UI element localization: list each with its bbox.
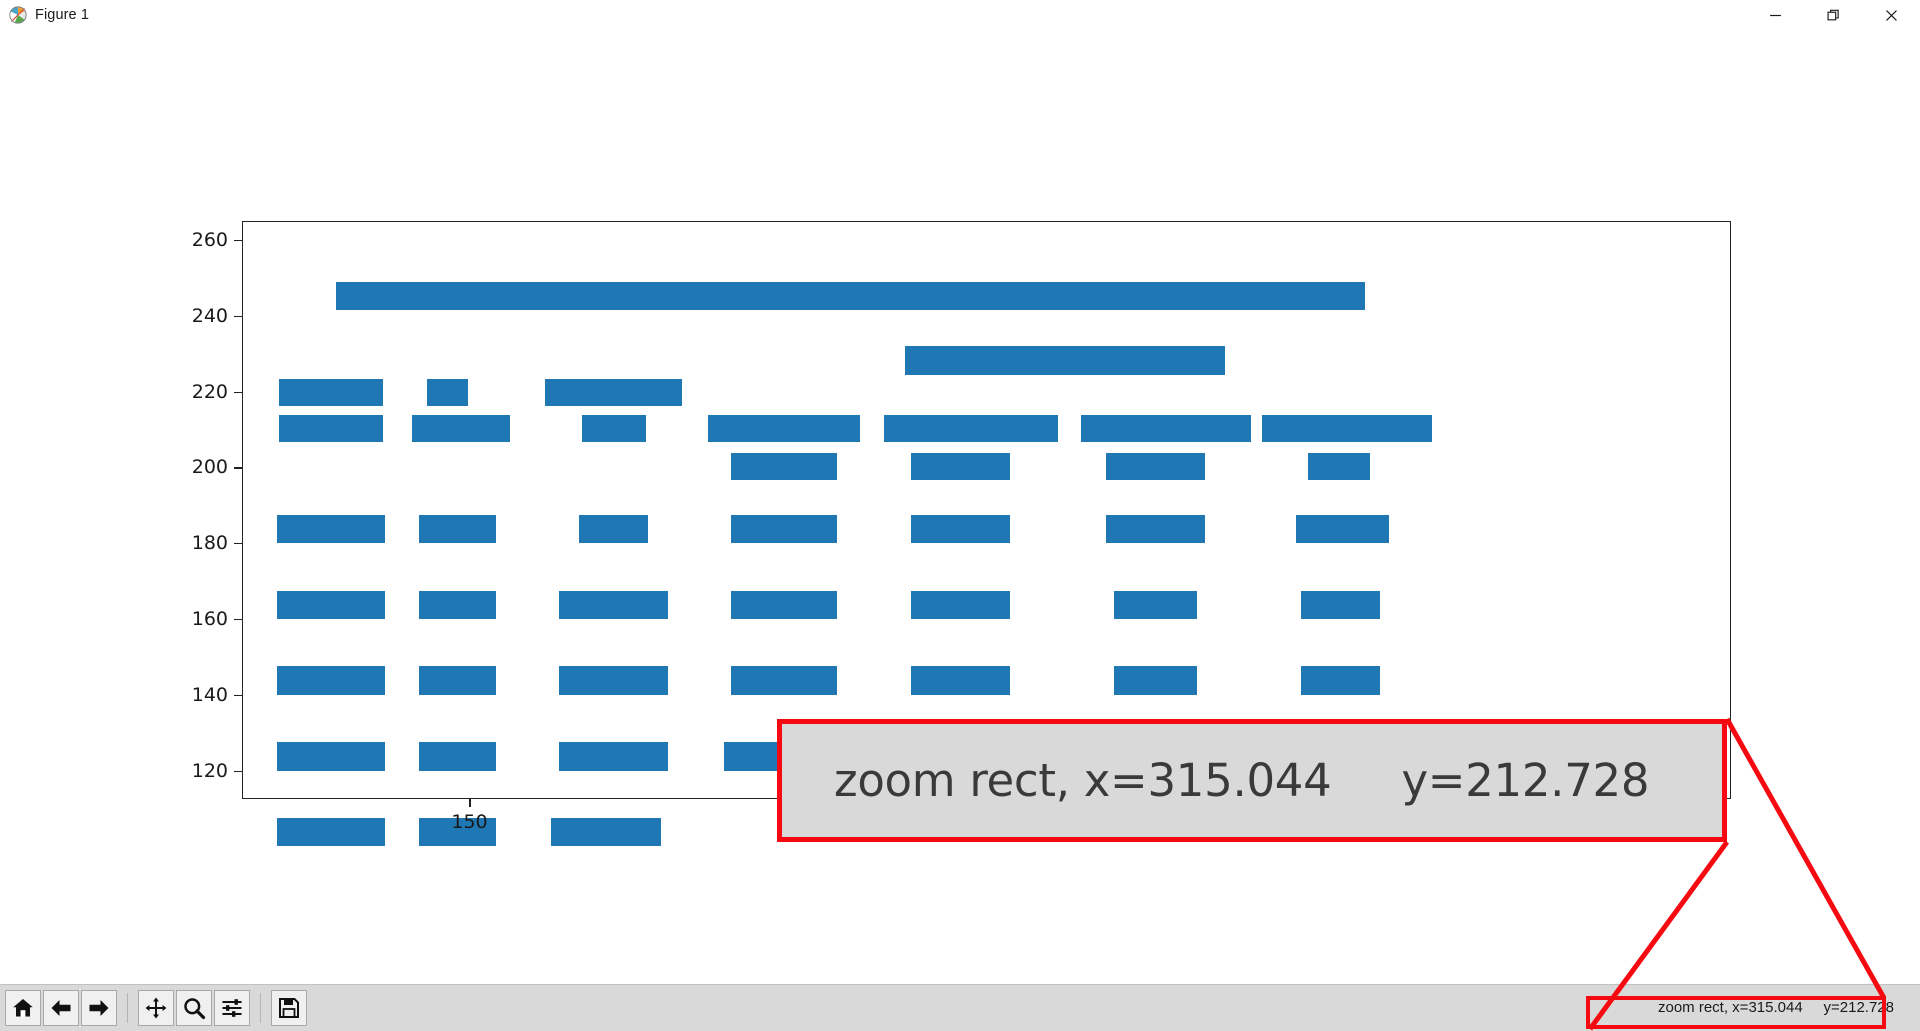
title-bar-left: Figure 1 — [0, 6, 89, 24]
bar-rect — [579, 514, 649, 544]
y-axis-tick-label: 200 — [191, 456, 228, 479]
title-bar: Figure 1 — [0, 0, 1920, 31]
toolbar-group-nav — [0, 985, 122, 1031]
bar-rect — [559, 590, 668, 619]
y-axis-tick-mark — [234, 694, 242, 696]
bar-rect — [559, 666, 668, 695]
bar-rect — [418, 514, 497, 544]
toolbar-group-tools — [133, 985, 255, 1031]
bar-rect — [910, 666, 1011, 695]
y-axis-tick-mark — [234, 770, 242, 772]
bar-rect — [551, 818, 661, 847]
bar-rect — [277, 590, 385, 619]
bar-rect — [279, 415, 383, 442]
pan-move-icon[interactable] — [138, 990, 174, 1026]
bar-rect — [1113, 590, 1198, 619]
y-axis-tick-label: 180 — [191, 532, 228, 555]
bar-rect — [731, 590, 837, 619]
bar-rect — [910, 453, 1011, 480]
bar-rect — [731, 666, 837, 695]
bar-rect — [1295, 514, 1389, 544]
bar-rect — [336, 281, 1365, 311]
bar-rect — [731, 453, 837, 480]
y-axis-tick-label: 260 — [191, 228, 228, 251]
maximize-restore-icon[interactable] — [1804, 0, 1862, 30]
bar-rect — [1261, 415, 1433, 442]
y-axis-tick-label: 120 — [191, 759, 228, 782]
minimize-icon[interactable] — [1746, 0, 1804, 30]
bar-rect — [277, 818, 385, 847]
bar-rect — [1300, 666, 1381, 695]
magnifier-zoom-icon[interactable] — [176, 990, 212, 1026]
bar-rect — [277, 742, 385, 771]
y-axis-tick-mark — [234, 391, 242, 393]
toolbar-separator-2 — [260, 993, 261, 1023]
bar-rect — [418, 742, 497, 771]
y-axis-tick-mark — [234, 618, 242, 621]
bar-rect — [1308, 453, 1371, 480]
y-axis-tick-mark — [234, 467, 242, 469]
bar-rect — [418, 818, 497, 847]
sliders-configure-icon[interactable] — [214, 990, 250, 1026]
bar-rect — [279, 379, 383, 406]
bar-rect — [884, 415, 1058, 442]
bar-rect — [582, 415, 647, 442]
y-axis-tick-mark — [234, 315, 242, 317]
bar-rect — [904, 346, 1226, 375]
bar-rect — [1080, 415, 1252, 442]
toolbar-group-save — [266, 985, 312, 1031]
window-controls — [1746, 0, 1920, 30]
arrow-right-icon[interactable] — [81, 990, 117, 1026]
bar-rect — [910, 514, 1011, 544]
y-axis-tick-label: 140 — [191, 683, 228, 706]
bar-rect — [559, 742, 668, 771]
navigation-toolbar: zoom rect, x=315.044 y=212.728 — [0, 984, 1920, 1031]
bar-rect — [418, 590, 497, 619]
magnified-status-callout: zoom rect, x=315.044 y=212.728 — [777, 719, 1727, 842]
floppy-save-icon[interactable] — [271, 990, 307, 1026]
y-axis-tick-label: 160 — [191, 607, 228, 630]
matplotlib-icon — [9, 6, 27, 24]
bar-rect — [1300, 590, 1381, 619]
bar-rect — [418, 666, 497, 695]
y-axis-tick-label: 220 — [191, 380, 228, 403]
bar-rect — [1106, 453, 1205, 480]
bar-rect — [427, 379, 469, 406]
y-axis-tick-mark — [234, 239, 242, 242]
y-axis-tick-label: 240 — [191, 304, 228, 327]
bar-rect — [708, 415, 861, 442]
x-axis-tick-label: 150 — [451, 811, 488, 833]
bar-rect — [544, 379, 683, 406]
bar-rect — [411, 415, 510, 442]
toolbar-separator-1 — [127, 993, 128, 1023]
window-title: Figure 1 — [35, 7, 89, 23]
home-icon[interactable] — [5, 990, 41, 1026]
bar-rect — [277, 514, 385, 544]
y-axis-tick-mark — [234, 543, 242, 545]
arrow-left-icon[interactable] — [43, 990, 79, 1026]
magnified-status-text: zoom rect, x=315.044 y=212.728 — [834, 754, 1650, 807]
bar-rect — [1106, 514, 1205, 544]
status-bar-coordinates: zoom rect, x=315.044 y=212.728 — [1646, 993, 1908, 1023]
plot-axes[interactable] — [242, 221, 1731, 847]
x-axis-tick-mark — [469, 799, 471, 807]
close-icon[interactable] — [1862, 0, 1920, 30]
bar-rect — [1113, 666, 1198, 695]
bar-rect — [277, 666, 385, 695]
bar-rect — [910, 590, 1011, 619]
bar-rect — [731, 514, 837, 544]
